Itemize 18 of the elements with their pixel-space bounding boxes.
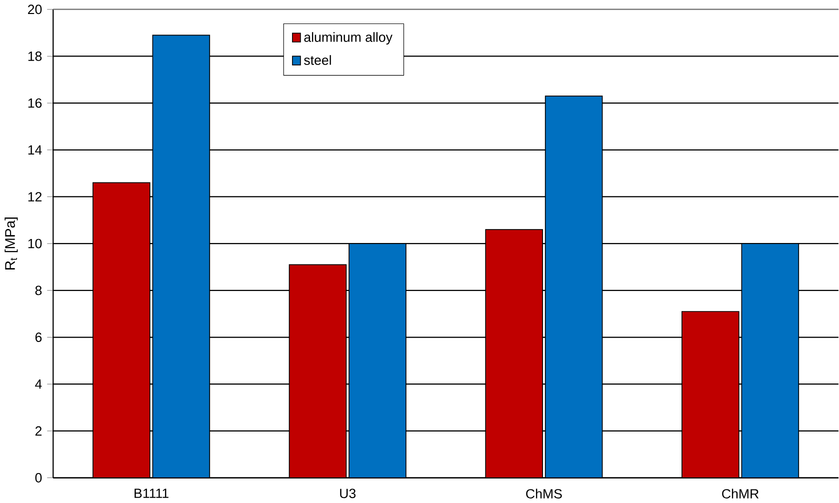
y-tick-label: 16 — [28, 98, 42, 108]
y-axis-title: R$_{t}$ [MPa] — [4, 217, 18, 270]
y-tick-label: 6 — [35, 332, 42, 342]
y-tick-label: 2 — [35, 426, 42, 436]
y-tick-label: 8 — [35, 286, 42, 296]
y-tick-label: 18 — [28, 51, 42, 61]
y-tick-label: 14 — [28, 145, 42, 154]
x-tick-label: ChMS — [526, 488, 562, 498]
x-tick-label: U3 — [340, 488, 356, 498]
y-tick-label: 10 — [28, 238, 42, 248]
x-tick-label: B1111 — [134, 488, 168, 498]
y-tick-label: 12 — [28, 192, 42, 202]
y-tick-label: 0 — [35, 472, 42, 482]
y-tick-label: 20 — [28, 4, 42, 14]
y-tick-label: 4 — [35, 379, 42, 389]
legend-label: steel — [304, 55, 331, 65]
x-tick-label: ChMR — [722, 488, 759, 498]
legend-label: aluminum alloy — [304, 32, 392, 44]
